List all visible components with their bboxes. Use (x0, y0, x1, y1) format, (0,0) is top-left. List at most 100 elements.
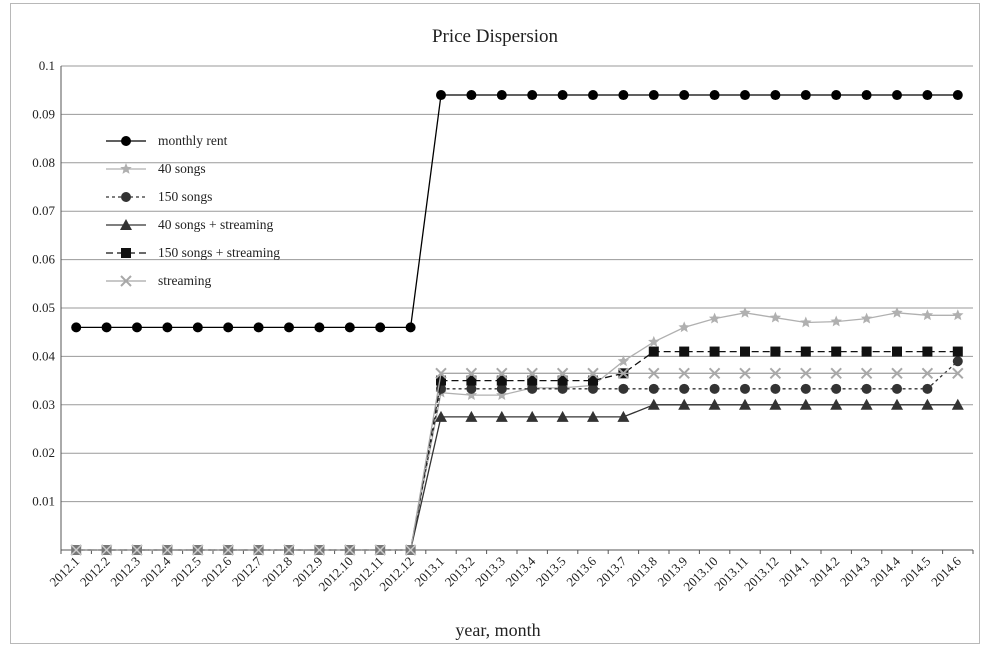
data-point (223, 322, 234, 333)
data-point (648, 90, 659, 101)
x-tick-label: 2014.6 (928, 553, 964, 589)
y-tick-label: 0.04 (32, 348, 55, 363)
y-tick-label: 0.02 (32, 445, 55, 460)
x-tick-label: 2014.4 (867, 553, 903, 589)
data-point (708, 398, 721, 410)
data-point (831, 383, 842, 394)
y-tick-label: 0.1 (39, 58, 55, 73)
data-point (739, 306, 751, 318)
data-point (192, 322, 203, 333)
data-point (679, 383, 690, 394)
legend: monthly rent 40 songs 150 songs 40 songs + … (106, 133, 280, 288)
data-point (892, 346, 902, 357)
data-point (466, 90, 477, 101)
data-point (739, 398, 751, 410)
data-point (648, 367, 660, 380)
data-point (921, 309, 934, 321)
data-point (617, 410, 630, 422)
y-tick-label: 0.01 (32, 494, 55, 509)
data-point (830, 367, 842, 380)
series-group (70, 90, 964, 556)
data-point (709, 346, 720, 357)
data-point (800, 367, 812, 380)
data-point (769, 398, 782, 410)
series-monthly-rent (71, 90, 963, 333)
data-point (799, 398, 812, 410)
data-point (496, 375, 507, 386)
data-point (769, 311, 782, 323)
data-point (375, 322, 386, 333)
x-tick-label: 2014.5 (898, 554, 934, 590)
data-point (952, 356, 963, 367)
data-point (120, 275, 132, 287)
data-point (709, 90, 720, 101)
data-point (344, 322, 355, 333)
data-point (526, 410, 539, 422)
data-point (861, 346, 872, 357)
data-point (922, 383, 933, 394)
x-tick-label: 2012.3 (107, 554, 143, 590)
legend-item: 150 songs + streaming (106, 245, 280, 260)
data-point (860, 312, 873, 324)
data-point (466, 383, 477, 394)
data-point (770, 383, 781, 394)
data-point (527, 90, 538, 101)
x-tick-label: 2013.8 (624, 554, 660, 590)
data-point (678, 321, 690, 333)
data-point (830, 398, 843, 410)
series-line (76, 404, 958, 551)
data-point (314, 322, 325, 333)
data-point (496, 90, 507, 101)
data-point (800, 90, 811, 101)
data-point (892, 90, 902, 101)
x-tick-label: 2013.1 (411, 554, 447, 590)
x-tick-label: 2013.2 (442, 554, 478, 590)
legend-label: 40 songs + streaming (158, 217, 273, 232)
x-tick-label: 2012.4 (138, 553, 174, 589)
data-point (922, 346, 933, 357)
data-point (679, 346, 690, 357)
data-point (740, 383, 750, 394)
data-point (121, 248, 131, 258)
legend-item: 150 songs (106, 189, 212, 204)
data-point (647, 398, 660, 410)
data-point (284, 322, 294, 333)
x-tick-label: 2013.6 (563, 553, 599, 589)
data-point (526, 367, 538, 380)
data-point (709, 383, 720, 394)
data-point (556, 367, 569, 380)
series-line (76, 312, 958, 551)
y-tick-label: 0.06 (32, 252, 55, 267)
series-line (76, 360, 959, 551)
series-40-songs-streaming (76, 398, 964, 551)
data-point (618, 383, 629, 394)
data-point (466, 375, 477, 386)
data-point (679, 90, 690, 101)
data-point (740, 90, 750, 101)
data-point (831, 90, 842, 101)
x-tick-label: 2012.12 (376, 554, 416, 594)
chart-title: Price Dispersion (432, 26, 559, 47)
x-tick-label: 2014.2 (806, 554, 842, 590)
data-point (648, 383, 659, 394)
data-point (770, 346, 781, 357)
chart-frame: Price Dispersion 0.01 0.02 0.03 0.04 0.05 0.0… (10, 3, 980, 644)
data-point (617, 367, 630, 380)
data-point (465, 410, 478, 422)
legend-item: 40 songs (106, 161, 206, 176)
x-tick-label: 2012.6 (198, 553, 234, 589)
y-axis-ticks: 0.01 0.02 0.03 0.04 0.05 0.06 0.07 0.08 0.09 0.1 (32, 58, 55, 509)
data-point (740, 346, 750, 357)
legend-label: streaming (158, 273, 211, 288)
data-point (587, 367, 599, 380)
data-point (952, 309, 964, 321)
data-point (770, 90, 781, 101)
data-point (891, 398, 903, 410)
data-point (800, 316, 812, 328)
series-line (76, 94, 958, 329)
data-point (952, 367, 964, 380)
x-tick-label: 2012.2 (77, 554, 113, 590)
series-line (76, 350, 958, 551)
data-point (831, 346, 842, 357)
grid-lines (61, 65, 973, 503)
